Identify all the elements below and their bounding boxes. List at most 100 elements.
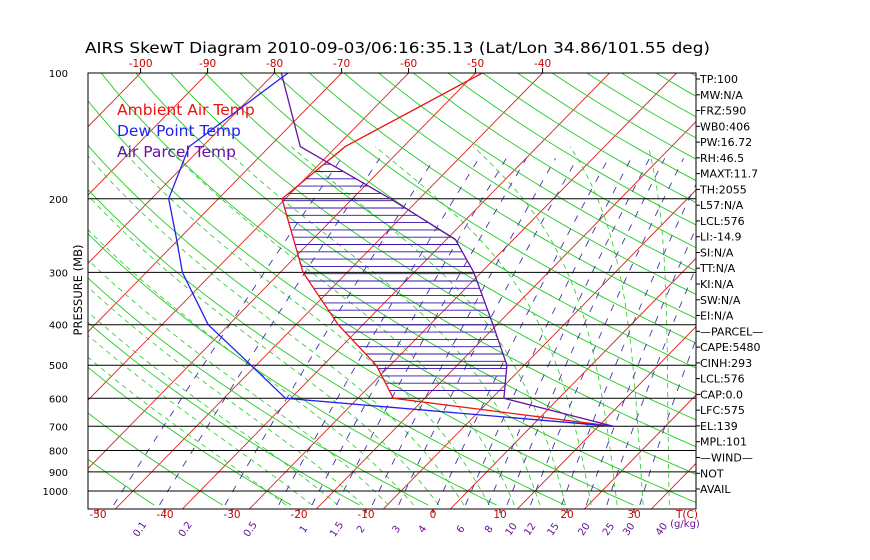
mixing-ratio-label: 3 xyxy=(391,524,404,536)
mixing-ratio-line xyxy=(278,158,480,506)
index-label: SI:N/A xyxy=(700,246,734,259)
y-axis-label: PRESSURE (MB) xyxy=(71,245,85,336)
index-label: FRZ:590 xyxy=(700,105,746,118)
isotherm-line xyxy=(114,73,543,509)
isotherm-line xyxy=(315,120,696,509)
moist-adiabat-line xyxy=(88,356,287,506)
isotherm-line xyxy=(783,73,870,511)
mixing-ratio-label: 15 xyxy=(546,521,562,538)
index-label: RH:46.5 xyxy=(700,152,744,165)
top-tick-label: -60 xyxy=(400,58,417,70)
index-label: LFC:575 xyxy=(700,404,745,417)
dry-adiabat-line xyxy=(88,321,360,506)
dry-adiabat-line xyxy=(378,73,696,272)
index-label: TT:N/A xyxy=(699,262,736,275)
index-label: LCL:576 xyxy=(700,215,745,228)
mixing-ratio-label: 40 xyxy=(654,521,670,538)
bottom-tick-label: -40 xyxy=(156,509,173,521)
isotherm-line xyxy=(650,462,696,509)
isotherm-line xyxy=(88,73,409,401)
moist-adiabat-line xyxy=(165,146,515,506)
mixing-ratio-label: 25 xyxy=(601,521,617,538)
index-label: LI:-14.9 xyxy=(700,231,742,244)
dry-adiabat-line xyxy=(100,73,696,475)
mixing-ratio-label: 0.5 xyxy=(242,520,260,539)
pressure-label: 300 xyxy=(49,268,68,279)
dry-adiabat-line xyxy=(88,100,696,503)
dew-point-temp-line xyxy=(168,73,614,427)
moist-adiabat-line xyxy=(119,146,490,506)
mixing-ratio-line xyxy=(371,158,556,506)
pressure-label: 600 xyxy=(49,394,68,405)
pressure-label: 1000 xyxy=(43,487,68,498)
index-label: SW:N/A xyxy=(700,294,741,307)
isotherm-line xyxy=(248,73,677,509)
index-label: EL:139 xyxy=(700,420,738,433)
mixing-ratio-label: 20 xyxy=(576,521,592,538)
mixing-ratio-line xyxy=(530,158,684,506)
mixing-ratio-label: 4 xyxy=(417,524,430,536)
mixing-ratio-label: 1 xyxy=(298,524,311,536)
top-tick-label: -80 xyxy=(266,58,283,70)
mixing-ratio-line xyxy=(506,158,666,506)
index-label: MW:N/A xyxy=(700,89,743,102)
mixing-ratio-line xyxy=(561,183,696,506)
top-tick-label: -40 xyxy=(534,58,551,70)
mixing-ratio-line xyxy=(113,158,342,506)
dry-adiabat-line xyxy=(88,233,497,506)
dry-adiabat-line xyxy=(309,73,696,319)
moist-adiabat-line xyxy=(88,286,364,506)
dry-adiabat-line xyxy=(88,366,292,506)
dry-adiabat-line xyxy=(204,73,696,395)
pressure-label: 200 xyxy=(49,195,68,206)
dry-adiabat-line xyxy=(0,73,17,505)
mixing-ratio-label: 6 xyxy=(455,524,468,536)
moist-adiabat-line xyxy=(88,229,414,506)
pressure-label: 800 xyxy=(49,446,68,457)
isotherm-line xyxy=(88,73,342,333)
bottom-tick-label: -30 xyxy=(223,509,240,521)
mixing-ratio-label: 0.1 xyxy=(131,520,149,539)
index-label: L57:N/A xyxy=(700,199,744,212)
index-label: PW:16.72 xyxy=(700,136,752,149)
index-label: CINH:293 xyxy=(700,357,752,370)
plot-frame xyxy=(87,72,697,510)
index-label: LCL:576 xyxy=(700,373,745,386)
moist-adiabat-line xyxy=(291,146,566,506)
index-label: NOT xyxy=(700,467,724,480)
dry-adiabat-line xyxy=(88,144,634,506)
dry-adiabat-line xyxy=(135,73,696,448)
mixing-ratio-label: 2 xyxy=(355,524,368,536)
mixing-ratio-line xyxy=(159,158,381,506)
index-label: CAPE:5480 xyxy=(700,341,761,354)
moist-adiabat-line xyxy=(88,334,313,506)
bottom-tick-label: -50 xyxy=(89,509,106,521)
mixing-ratio-label: 1.5 xyxy=(328,520,346,539)
index-label: —PARCEL— xyxy=(700,325,763,338)
isotherm-line xyxy=(0,73,74,511)
air-parcel-temp-line xyxy=(280,73,614,427)
index-label: TP:100 xyxy=(699,73,738,86)
mixing-ratio-line xyxy=(436,158,609,506)
top-tick-label: -50 xyxy=(467,58,484,70)
chart-title: AIRS SkewT Diagram 2010-09-03/06:16:35.1… xyxy=(85,39,710,57)
mixing-ratio-line xyxy=(606,266,696,506)
dry-adiabat-line xyxy=(274,73,696,344)
bottom-tick-label: 20 xyxy=(560,509,573,521)
dry-adiabat-line xyxy=(760,73,870,505)
mixing-ratio-line xyxy=(336,158,527,506)
bottom-tick-label: -20 xyxy=(290,509,307,521)
index-label: KI:N/A xyxy=(700,278,734,291)
index-label: EI:N/A xyxy=(700,310,734,323)
isotherm-line xyxy=(583,394,696,509)
isotherm-line xyxy=(0,73,7,511)
dry-adiabat-line xyxy=(517,73,696,182)
moist-adiabat-line xyxy=(375,146,592,506)
mixing-ratio-line xyxy=(398,158,578,506)
isotherm-line xyxy=(516,326,696,509)
bottom-axis-unit: T(C) xyxy=(675,509,698,521)
bottom-tick-label: 10 xyxy=(493,509,506,521)
dry-adiabat-line xyxy=(655,73,696,97)
legend-ambient-air-temp: Ambient Air Temp xyxy=(117,101,255,119)
